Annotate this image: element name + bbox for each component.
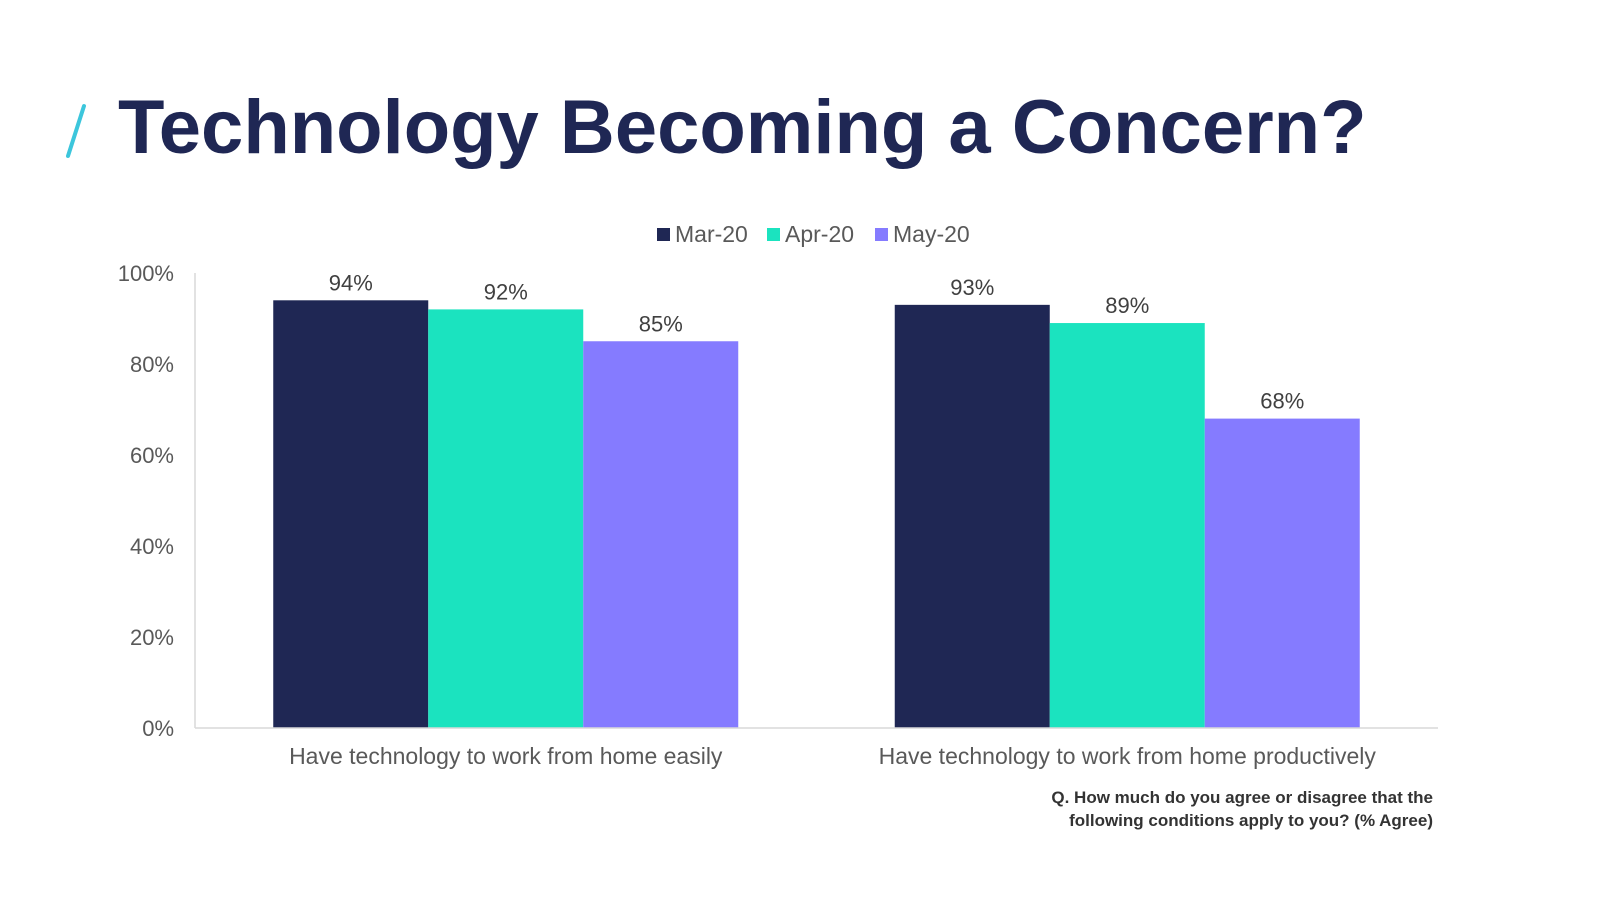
footnote-line-2: following conditions apply to you? (% Ag… [1069, 811, 1433, 830]
bar-apr-20-1 [428, 309, 584, 728]
accent-slash-icon [66, 104, 86, 158]
bar-data-label: 89% [1105, 293, 1149, 318]
question-footnote: Q. How much do you agree or disagree tha… [933, 786, 1433, 832]
y-tick-label: 60% [130, 443, 174, 468]
legend-label: Mar-20 [675, 221, 748, 247]
legend-swatch-mar-20 [657, 228, 670, 241]
bar-group [273, 300, 1360, 728]
y-tick-label: 100% [118, 261, 174, 286]
bar-data-label: 93% [950, 275, 994, 300]
legend-swatch-may-20 [875, 228, 888, 241]
category-label: Have technology to work from home produc… [879, 743, 1377, 769]
bar-data-label: 92% [484, 279, 528, 304]
y-tick-label: 40% [130, 534, 174, 559]
bar-data-label: 85% [639, 311, 683, 336]
chart-legend: Mar-20 Apr-20 May-20 [657, 221, 970, 247]
category-label: Have technology to work from home easily [289, 743, 723, 769]
page-title: Technology Becoming a Concern? [118, 85, 1367, 170]
bar-data-label: 94% [329, 270, 373, 295]
y-tick-label: 80% [130, 352, 174, 377]
data-labels: 94% 92% 85% 93% 89% 68% [329, 270, 1305, 413]
legend-label: May-20 [893, 221, 970, 247]
bar-mar-20-2 [894, 304, 1050, 728]
bar-may-20-1 [583, 341, 739, 728]
y-tick-label: 0% [142, 716, 174, 741]
legend-swatch-apr-20 [767, 228, 780, 241]
legend-label: Apr-20 [785, 221, 854, 247]
footnote-line-1: Q. How much do you agree or disagree tha… [1051, 788, 1433, 807]
bar-may-20-2 [1204, 418, 1360, 728]
y-tick-label: 20% [130, 625, 174, 650]
y-axis: 0% 20% 40% 60% 80% 100% [118, 261, 196, 741]
bar-data-label: 68% [1260, 389, 1304, 414]
x-axis: Have technology to work from home easily… [195, 727, 1438, 769]
bar-mar-20-1 [273, 300, 429, 728]
bar-apr-20-2 [1049, 323, 1205, 728]
